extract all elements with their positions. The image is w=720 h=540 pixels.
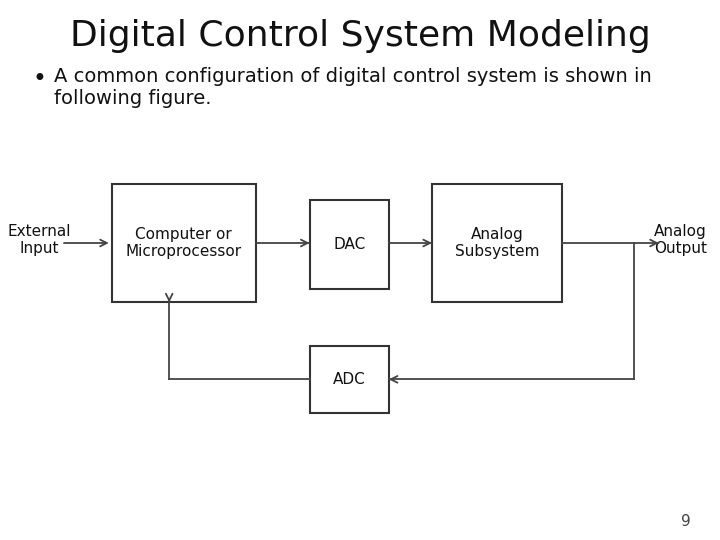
FancyBboxPatch shape	[112, 184, 256, 302]
FancyBboxPatch shape	[310, 200, 389, 289]
Text: •: •	[32, 68, 46, 91]
FancyBboxPatch shape	[432, 184, 562, 302]
Text: A common configuration of digital control system is shown in
following figure.: A common configuration of digital contro…	[54, 68, 652, 109]
Text: Computer or
Microprocessor: Computer or Microprocessor	[125, 227, 242, 259]
Text: DAC: DAC	[333, 237, 365, 252]
Text: ADC: ADC	[333, 372, 366, 387]
Text: 9: 9	[681, 514, 691, 529]
Text: Analog
Subsystem: Analog Subsystem	[454, 227, 539, 259]
Text: External
Input: External Input	[8, 224, 71, 256]
Text: Digital Control System Modeling: Digital Control System Modeling	[70, 19, 650, 53]
Text: Analog
Output: Analog Output	[654, 224, 707, 256]
FancyBboxPatch shape	[310, 346, 389, 413]
